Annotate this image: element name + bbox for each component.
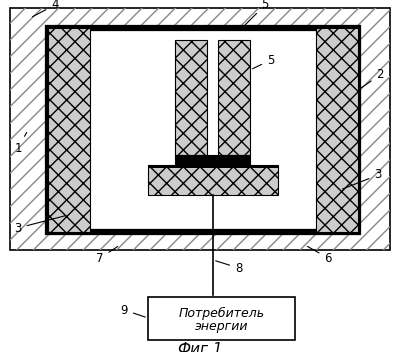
Text: 1: 1 <box>14 132 27 155</box>
Text: Фиг.1: Фиг.1 <box>177 342 223 352</box>
Text: 5: 5 <box>242 0 269 28</box>
Text: 9: 9 <box>120 303 145 317</box>
Bar <box>48 28 358 232</box>
Text: Потребитель: Потребитель <box>178 307 264 320</box>
Bar <box>175 155 250 165</box>
Text: энергии: энергии <box>195 320 248 333</box>
Text: 3: 3 <box>342 169 382 189</box>
Text: 8: 8 <box>216 261 242 275</box>
Bar <box>148 297 295 340</box>
Text: 6: 6 <box>308 246 332 264</box>
Bar <box>10 8 390 250</box>
Bar <box>316 28 358 232</box>
Bar <box>175 40 207 155</box>
Text: 5: 5 <box>252 54 274 69</box>
Bar <box>148 165 278 195</box>
Text: 2: 2 <box>360 69 384 88</box>
Bar <box>48 28 90 232</box>
Bar <box>148 165 278 168</box>
Bar <box>10 8 390 250</box>
Text: 7: 7 <box>96 246 118 264</box>
Bar <box>218 40 250 155</box>
Text: 4: 4 <box>32 0 59 17</box>
Text: 3: 3 <box>14 216 65 234</box>
